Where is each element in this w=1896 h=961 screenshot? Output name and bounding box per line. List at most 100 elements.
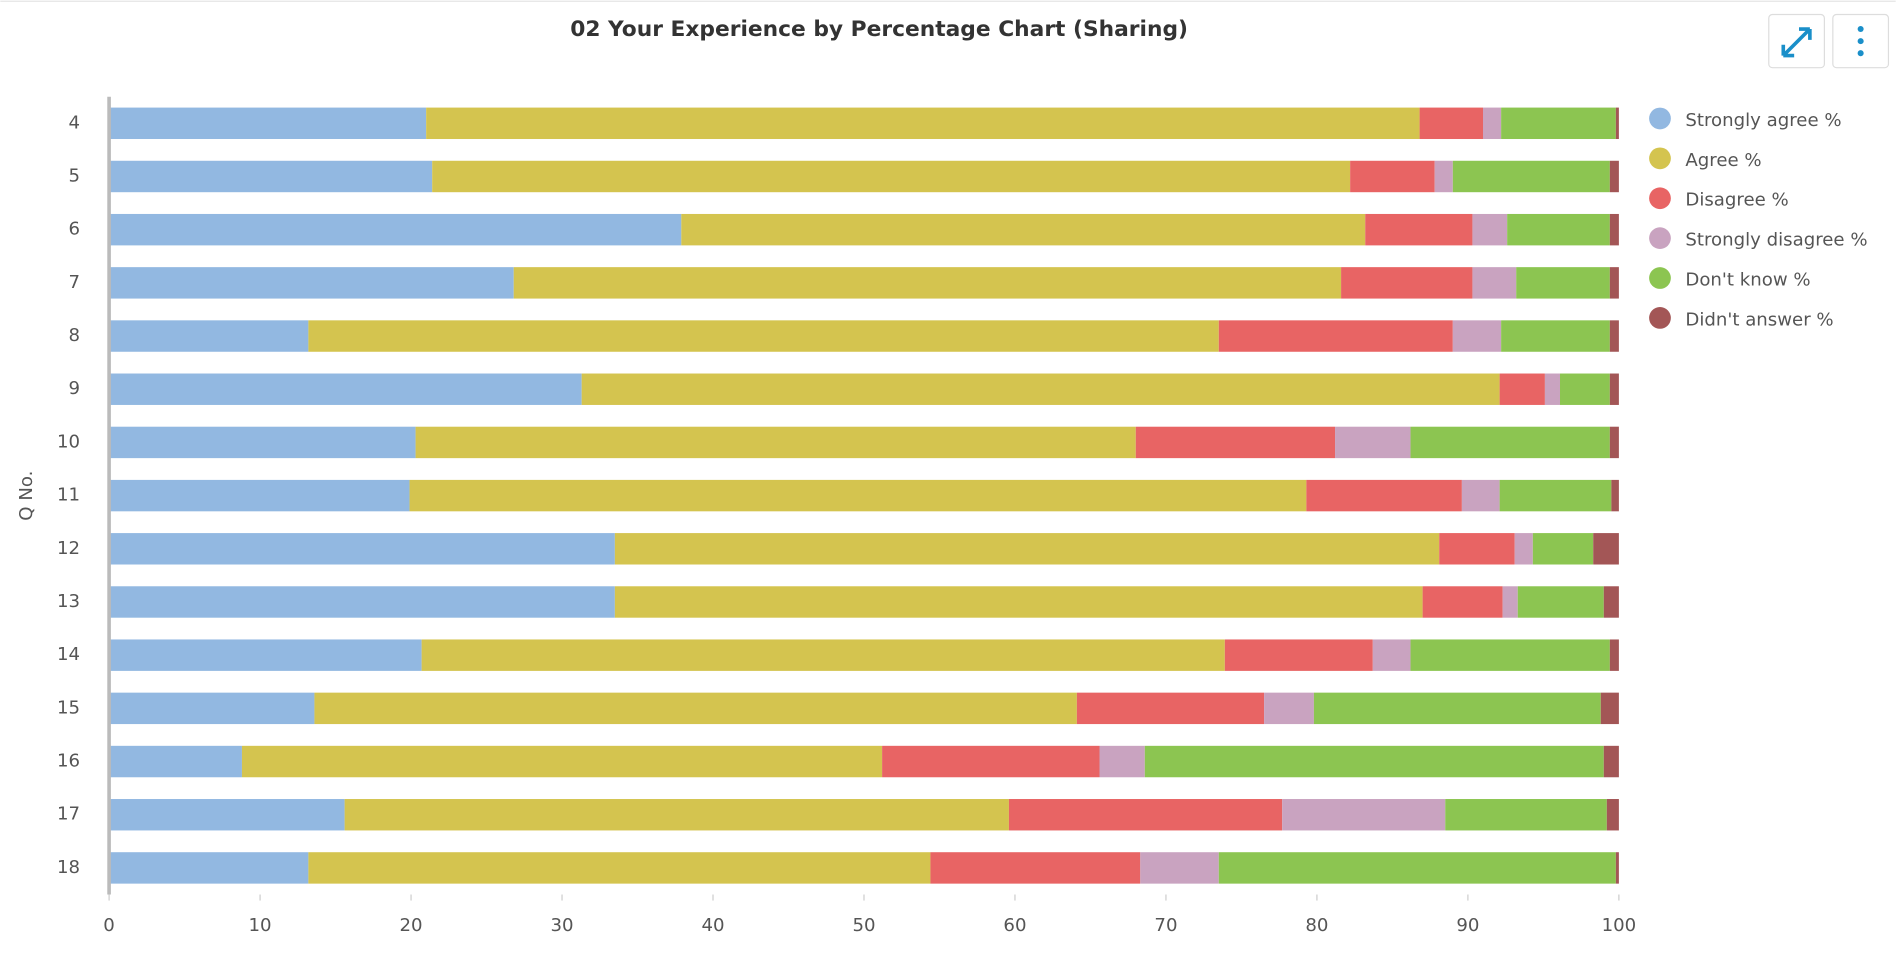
bar-segment [614,586,1423,618]
x-tick-label: 50 [852,915,875,936]
bar-segment [1076,692,1265,725]
bar-segment [109,426,416,459]
bar-segment [1615,852,1619,884]
y-tick-label: 4 [69,112,81,133]
legend-marker [1649,187,1671,210]
bar-segment [513,267,1342,299]
bar-segment [1603,745,1619,778]
legend-label: Strongly disagree % [1685,230,1867,251]
bar-segment [109,692,315,725]
bar-segment [109,852,309,884]
bar-segment [1609,267,1619,299]
bar-segment [1472,213,1508,246]
y-tick-label: 17 [57,804,80,825]
bar-segment [109,479,410,512]
bar-segment [1445,799,1607,831]
bar-segment [1419,107,1484,140]
bar-segment [1264,692,1314,725]
x-tick-label: 20 [400,915,423,936]
x-tick-label: 80 [1305,915,1328,936]
bar-segment [1461,479,1500,512]
bar-segment [1008,799,1283,831]
x-tick-label: 60 [1003,915,1026,936]
bar-segment [1609,373,1619,405]
bar-segment [1439,533,1515,565]
bar-segment [1099,745,1145,778]
chart-title: 02 Your Experience by Percentage Chart (… [570,17,1188,42]
y-tick-label: 10 [57,431,80,452]
bar-segment [1606,799,1619,831]
bar-segment [109,745,242,778]
bar-segment [581,373,1500,405]
bar-segment [1350,160,1435,193]
x-tick-label: 10 [249,915,272,936]
menu-button[interactable] [1832,13,1890,69]
legend-label: Didn't answer % [1685,309,1833,330]
bar-segment [1609,320,1619,352]
y-tick-label: 11 [57,485,80,506]
legend-marker [1649,227,1671,250]
y-tick-label: 5 [69,165,81,186]
bar-segment [432,160,1351,193]
bar-segment [1282,799,1446,831]
bar-segment [1135,426,1336,459]
bar-segment [1502,586,1518,618]
bar-segment [1306,479,1462,512]
bar-segment [681,213,1366,246]
bar-segment [1144,745,1604,778]
legend-marker [1649,267,1671,289]
bar-segment [1218,852,1616,884]
bar-segment [1499,373,1545,405]
bar-segment [1224,639,1373,671]
y-tick-label: 6 [69,219,81,240]
bar-segment [1609,213,1619,246]
legend-label: Agree % [1685,150,1761,171]
bar-segment [1501,107,1616,140]
legend-label: Don't know % [1685,269,1810,290]
bar-segment [882,745,1100,778]
y-tick-label: 8 [69,325,81,346]
expand-button[interactable] [1768,13,1825,69]
bar-segment [1544,373,1561,405]
x-tick-label: 100 [1602,915,1637,936]
y-tick-label: 12 [57,538,80,559]
bar-segment [1603,586,1619,618]
bar-segment [930,852,1141,884]
bar-segment [1472,267,1517,299]
bar-segment [1507,213,1610,246]
bar-segment [1140,852,1219,884]
x-tick-label: 30 [550,915,573,936]
bar-segment [109,533,615,565]
bar-segment [109,267,514,299]
bar-segment [308,852,931,884]
y-tick-label: 15 [57,697,80,718]
bar-segment [1335,426,1411,459]
bar-segment [1483,107,1502,140]
bar-segment [426,107,1420,140]
y-tick-label: 16 [57,751,80,772]
bar-segment [1532,533,1594,565]
y-tick-label: 14 [57,644,80,665]
bar-segment [1499,479,1612,512]
y-tick-label: 7 [69,272,81,293]
x-tick-label: 40 [701,915,724,936]
bar-segment [109,639,422,671]
bar-segment [1365,213,1473,246]
y-tick-label: 13 [57,591,80,612]
bar-segment [109,107,427,140]
bar-segment [1611,479,1619,512]
bar-segment [1452,320,1502,352]
bar-segment [109,799,345,831]
bar-segment [1341,267,1473,299]
bar-segment [1517,586,1604,618]
legend-marker [1649,147,1671,170]
bar-segment [1422,586,1503,618]
bar-segment [241,745,883,778]
bar-segment [314,692,1077,725]
bar-segment [421,639,1225,671]
bar-segment [1452,160,1610,193]
bar-segment [1609,426,1619,459]
bar-segment [1609,639,1619,671]
bar-segment [1372,639,1411,671]
